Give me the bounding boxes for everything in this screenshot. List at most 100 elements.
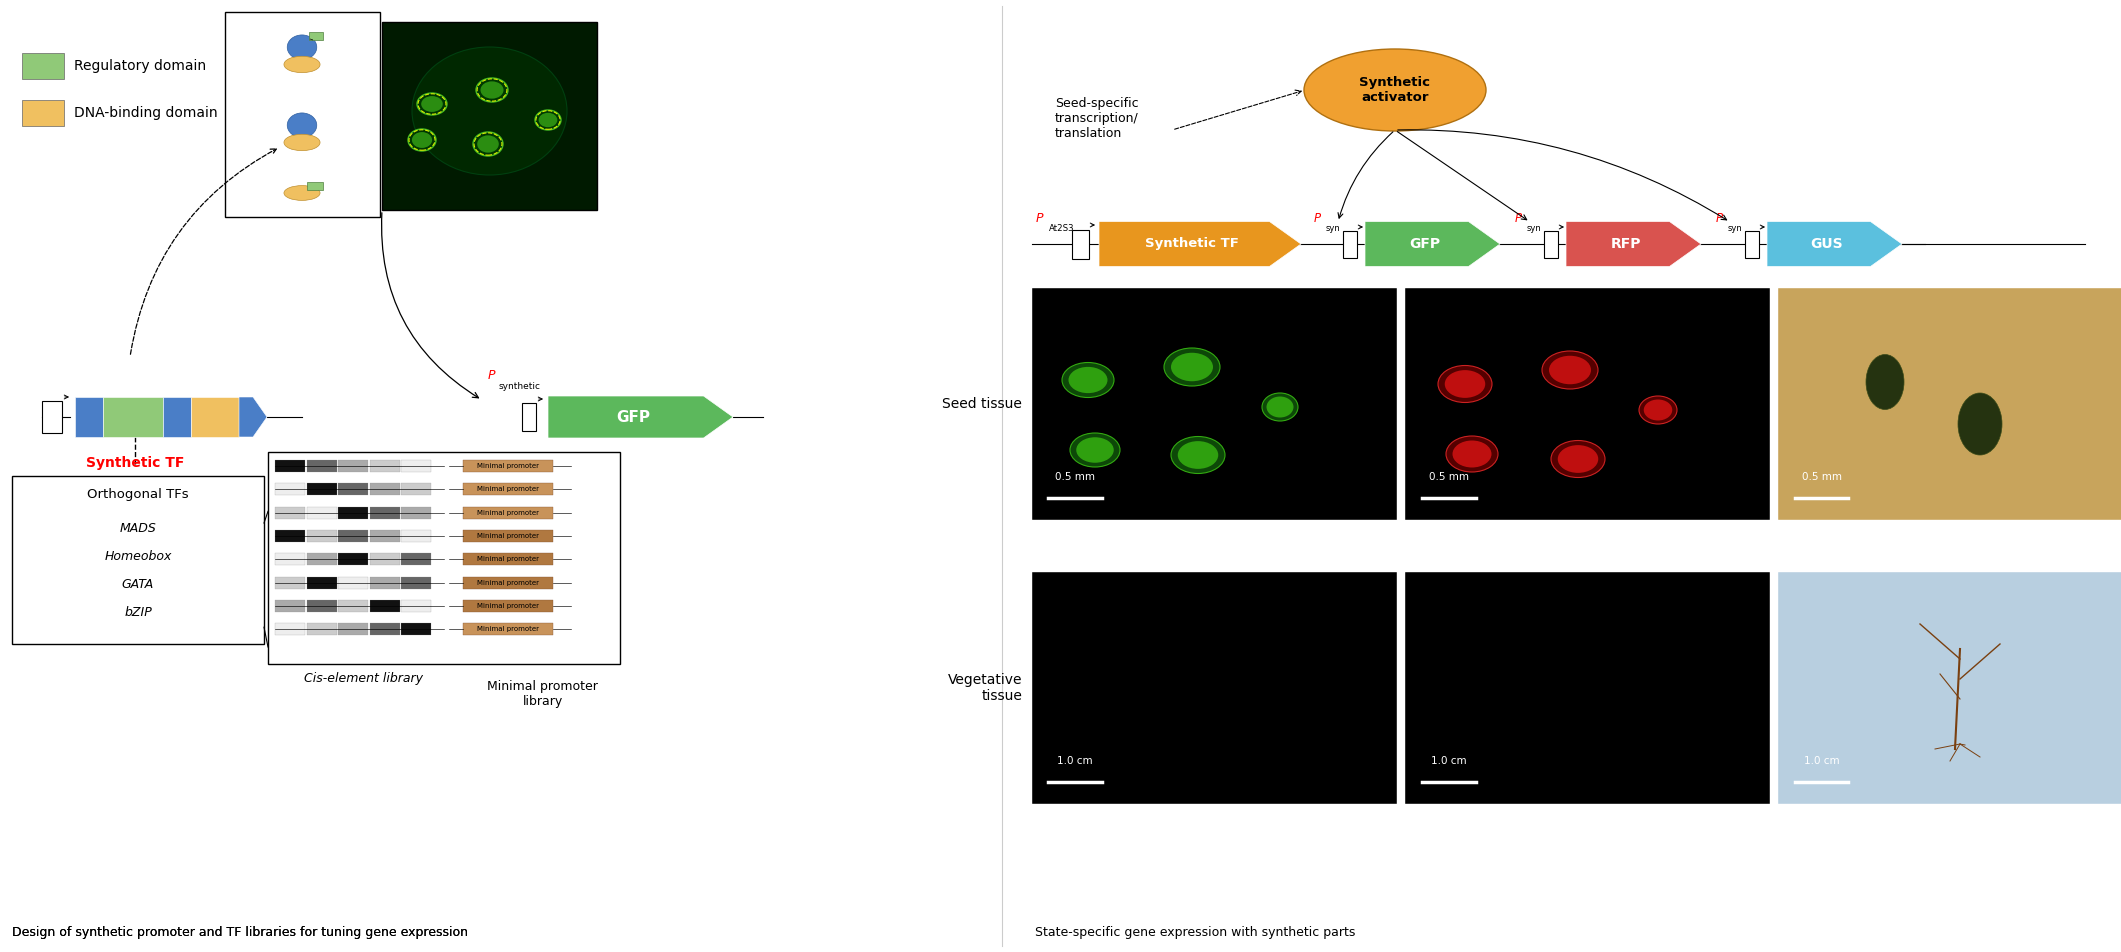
Text: Minimal promoter: Minimal promoter [477,626,539,632]
Bar [401,530,431,542]
Ellipse shape [1640,396,1678,424]
Text: Minimal promoter: Minimal promoter [477,486,539,492]
Bar [225,12,380,217]
Text: At2S3: At2S3 [1050,224,1075,233]
Text: Synthetic TF: Synthetic TF [85,456,185,470]
Text: $P$: $P$ [1313,212,1321,225]
Text: Minimal promoter: Minimal promoter [477,603,539,608]
Text: Orthogonal TFs: Orthogonal TFs [87,488,189,501]
Text: 1.0 cm: 1.0 cm [1432,756,1468,766]
Text: $P$: $P$ [488,369,496,382]
Polygon shape [240,397,267,437]
Bar [276,460,305,472]
Text: Regulatory domain: Regulatory domain [74,59,206,73]
Bar [308,506,337,519]
Ellipse shape [418,93,448,115]
Bar [337,577,369,588]
Bar [337,460,369,472]
Bar [1071,229,1088,259]
Text: Design of synthetic promoter and TF libraries for tuning gene expression: Design of synthetic promoter and TF libr… [13,926,469,939]
Bar [308,577,337,588]
Ellipse shape [1069,367,1107,393]
Text: 1.0 cm: 1.0 cm [1056,756,1092,766]
Text: synthetic: synthetic [498,382,541,391]
Bar [1404,572,1771,804]
Ellipse shape [1063,363,1114,398]
Ellipse shape [1075,437,1114,463]
Text: DNA-binding domain: DNA-binding domain [74,106,218,120]
Text: $P$: $P$ [1514,212,1523,225]
Bar [42,401,62,433]
Bar [369,577,399,588]
Bar [337,600,369,612]
Bar [337,506,369,519]
Text: syn: syn [1527,224,1542,233]
Bar [462,600,554,612]
Bar [276,506,305,519]
Bar [369,530,399,542]
Ellipse shape [539,112,558,128]
Text: $P$: $P$ [1035,212,1044,225]
Bar [276,624,305,635]
Text: Design of synthetic promoter and TF libraries for tuning gene expression: Design of synthetic promoter and TF libr… [13,926,469,939]
Bar [382,22,596,210]
Bar [1033,288,1398,520]
Text: MADS: MADS [119,522,157,535]
Bar [276,600,305,612]
Bar [1746,230,1758,257]
Text: Minimal promoter: Minimal promoter [477,556,539,563]
Bar [401,484,431,495]
Text: 1.0 cm: 1.0 cm [1805,756,1839,766]
Bar [401,600,431,612]
FancyBboxPatch shape [308,31,322,40]
Ellipse shape [534,110,560,130]
Ellipse shape [1550,441,1606,478]
Bar [462,460,554,472]
Ellipse shape [284,186,320,200]
Ellipse shape [1177,441,1217,469]
Ellipse shape [1164,348,1220,386]
Bar [369,553,399,565]
Bar [369,484,399,495]
Bar [401,624,431,635]
Bar [1404,288,1771,520]
Polygon shape [1565,222,1701,267]
Bar [369,624,399,635]
Ellipse shape [286,113,316,137]
Text: 0.5 mm: 0.5 mm [1803,472,1841,482]
Bar [308,530,337,542]
Text: GFP: GFP [1408,237,1440,251]
Bar [401,460,431,472]
Polygon shape [1099,222,1300,267]
Text: Cis-element library: Cis-element library [303,672,422,685]
Bar [337,553,369,565]
Bar [276,553,305,565]
Bar [522,403,537,431]
Bar [267,452,619,664]
Text: Seed tissue: Seed tissue [942,397,1022,411]
Ellipse shape [1304,49,1487,131]
Bar [337,530,369,542]
Text: Minimal promoter
library: Minimal promoter library [488,680,598,708]
Bar [462,624,554,635]
Bar [1544,230,1559,257]
Text: bZIP: bZIP [125,606,153,619]
Text: syn: syn [1729,224,1743,233]
Ellipse shape [284,56,320,72]
Ellipse shape [284,134,320,150]
Text: 0.5 mm: 0.5 mm [1054,472,1094,482]
Polygon shape [1366,222,1500,267]
Text: $P$: $P$ [1716,212,1724,225]
Ellipse shape [477,135,498,152]
Bar [462,484,554,495]
Text: Vegetative
tissue: Vegetative tissue [948,673,1022,704]
Ellipse shape [1548,356,1591,385]
Bar [369,506,399,519]
Bar [308,624,337,635]
Text: 0.5 mm: 0.5 mm [1430,472,1470,482]
Text: State-specific gene expression with synthetic parts: State-specific gene expression with synt… [1035,926,1355,939]
Bar [462,553,554,565]
Bar [401,506,431,519]
Ellipse shape [286,35,316,60]
Text: Minimal promoter: Minimal promoter [477,580,539,585]
